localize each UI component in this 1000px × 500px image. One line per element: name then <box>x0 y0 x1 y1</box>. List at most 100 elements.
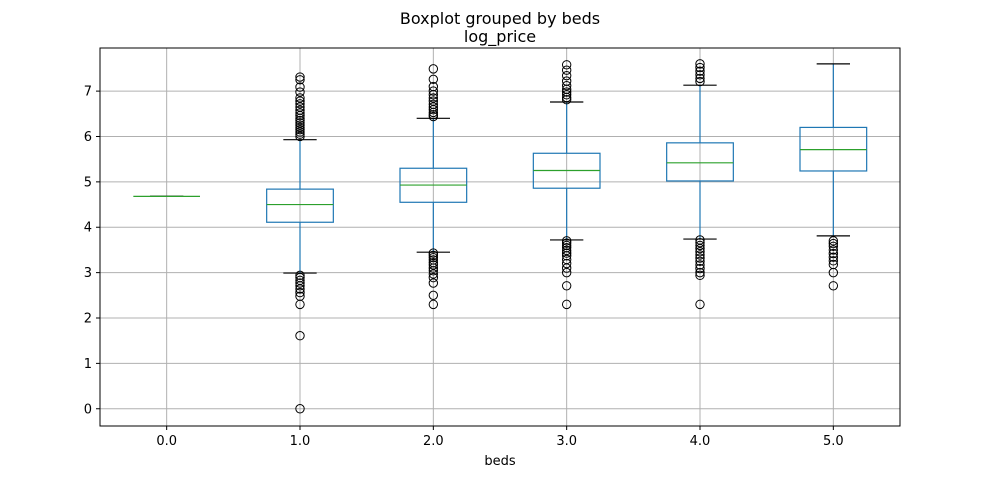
outlier-point <box>295 108 305 118</box>
outlier-point <box>428 263 439 273</box>
outlier-point <box>295 278 305 288</box>
outlier-point <box>295 113 305 124</box>
outlier-point <box>295 330 305 341</box>
x-tick-label: 3.0 <box>556 434 577 449</box>
outlier-point <box>561 245 572 256</box>
outlier-point <box>295 270 305 281</box>
grid-lines <box>100 48 900 426</box>
y-tick-label: 4 <box>84 221 92 236</box>
outlier-point <box>295 96 305 106</box>
outlier-point <box>561 60 572 70</box>
y-tick-label: 0 <box>84 402 92 417</box>
outlier-point <box>695 250 705 260</box>
outlier-point <box>695 73 705 84</box>
outlier-point <box>561 90 572 100</box>
outlier-point <box>828 241 839 252</box>
outlier-point <box>695 240 705 251</box>
outlier-point <box>295 287 305 298</box>
outlier-point <box>295 299 305 310</box>
outlier-point <box>828 256 839 266</box>
outlier-point <box>828 281 839 291</box>
outlier-point <box>561 236 572 246</box>
outlier-point <box>695 59 705 69</box>
outlier-point <box>295 131 305 142</box>
outlier-point <box>561 267 572 278</box>
outlier-point <box>561 92 572 103</box>
outlier-point <box>428 272 439 283</box>
outlier-point <box>695 270 705 281</box>
outlier-point <box>695 263 705 274</box>
outlier-point <box>428 93 439 103</box>
y-tick-label: 7 <box>84 85 92 100</box>
outlier-point <box>295 87 305 97</box>
y-tick-label: 2 <box>84 312 92 327</box>
outlier-point <box>695 299 705 310</box>
outlier-point <box>428 64 439 74</box>
outlier-point <box>428 90 439 100</box>
outlier-point <box>295 93 305 103</box>
x-axis-label: beds <box>484 454 516 469</box>
x-tick-label: 0.0 <box>156 434 177 449</box>
outlier-point <box>428 299 439 310</box>
box-layer <box>133 59 868 414</box>
box-group-5-0 <box>799 63 868 291</box>
outlier-point <box>695 70 705 80</box>
outlier-point <box>561 258 572 269</box>
outlier-point <box>695 253 705 263</box>
outlier-point <box>295 99 305 109</box>
outlier-point <box>295 110 305 121</box>
outlier-point <box>695 256 705 266</box>
outlier-point <box>561 70 572 81</box>
outlier-point <box>428 260 439 270</box>
outlier-point <box>561 299 572 310</box>
outlier-point <box>295 129 305 139</box>
box-group-2-0 <box>399 64 468 310</box>
iqr-box <box>266 188 334 223</box>
outlier-point <box>428 107 439 118</box>
outlier-point <box>295 122 305 133</box>
outlier-point <box>695 76 705 87</box>
box-group-1-0 <box>266 72 334 414</box>
outlier-point <box>295 404 305 414</box>
outlier-point <box>295 281 305 291</box>
outlier-point <box>295 115 305 126</box>
outlier-point <box>828 236 839 246</box>
outlier-point <box>828 248 839 259</box>
axis-ticks: 0 1 2 3 4 5 6 7 0.0 1.0 2.0 3.0 4.0 5.0 <box>84 85 844 449</box>
outlier-point <box>428 290 439 301</box>
y-tick-label: 3 <box>84 266 92 281</box>
outlier-point <box>828 245 839 255</box>
outlier-point <box>428 111 439 122</box>
outlier-point <box>428 250 439 261</box>
outlier-point <box>428 102 439 112</box>
outlier-point <box>428 278 439 288</box>
outlier-point <box>561 263 572 273</box>
outlier-point <box>561 95 572 105</box>
outlier-point <box>295 82 305 92</box>
outlier-point <box>828 238 839 249</box>
y-tick-label: 6 <box>84 130 92 145</box>
outlier-point <box>695 62 705 73</box>
outlier-point <box>295 118 305 128</box>
x-tick-label: 4.0 <box>690 434 711 449</box>
outlier-point <box>428 252 439 263</box>
outlier-point <box>295 75 305 85</box>
outlier-point <box>295 72 305 82</box>
outlier-point <box>428 74 439 85</box>
box-group-3-0 <box>532 60 601 310</box>
outlier-point <box>695 66 705 76</box>
outlier-point <box>295 127 305 137</box>
outlier-point <box>561 80 572 91</box>
outlier-point <box>695 260 705 270</box>
x-tick-label: 2.0 <box>423 434 444 449</box>
outlier-point <box>561 87 572 97</box>
iqr-box <box>666 142 734 182</box>
x-tick-label: 1.0 <box>290 434 311 449</box>
outlier-point <box>295 124 305 135</box>
outlier-point <box>828 252 839 262</box>
plot-frame <box>99 47 901 427</box>
x-tick-label: 5.0 <box>823 434 844 449</box>
outlier-point <box>695 247 705 257</box>
outlier-point <box>561 240 572 251</box>
